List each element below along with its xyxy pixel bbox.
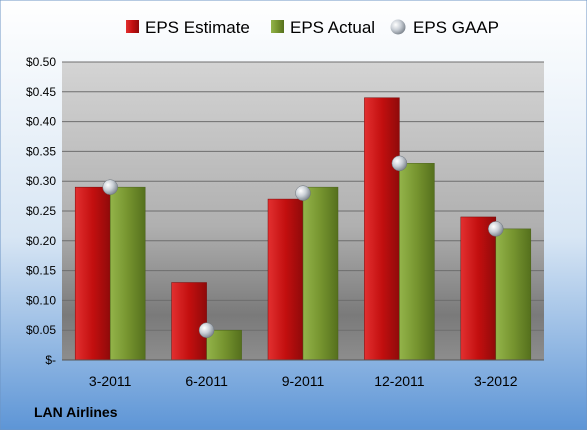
x-tick-label: 3-2012 xyxy=(474,373,518,389)
y-tick-label: $0.35 xyxy=(26,144,56,158)
company-label: LAN Airlines xyxy=(34,404,118,420)
bar-eps-estimate xyxy=(364,97,400,361)
legend: EPS Estimate EPS Actual EPS GAAP xyxy=(126,18,499,37)
y-tick-label: $0.10 xyxy=(26,293,56,307)
marker-eps-gaap xyxy=(391,155,408,172)
y-tick-label: $0.30 xyxy=(26,174,56,188)
legend-swatch-estimate xyxy=(126,20,139,33)
marker-eps-gaap xyxy=(198,322,215,338)
x-tick-label: 3-2011 xyxy=(89,373,132,389)
bar-eps-estimate xyxy=(171,282,207,361)
gaap-markers xyxy=(102,155,504,338)
legend-item-estimate: EPS Estimate xyxy=(126,18,250,37)
x-axis-ticks: 3-2011 6-2011 9-2011 12-2011 3-2012 xyxy=(89,373,518,389)
legend-item-gaap: EPS GAAP xyxy=(390,18,499,37)
legend-label-estimate: EPS Estimate xyxy=(145,18,250,37)
bar-eps-estimate xyxy=(74,186,111,361)
y-tick-label: $0.40 xyxy=(26,115,56,129)
marker-eps-gaap xyxy=(295,185,311,201)
legend-label-actual: EPS Actual xyxy=(290,18,375,37)
y-axis-ticks: $- $0.05 $0.10 $0.15 $0.20 $0.25 $0.30 $0.35 $0.… xyxy=(26,55,56,367)
bar-eps-actual xyxy=(399,163,435,361)
legend-swatch-actual xyxy=(271,20,284,33)
y-tick-label: $0.45 xyxy=(26,85,56,99)
bar-eps-estimate xyxy=(460,216,497,361)
bars xyxy=(74,97,532,361)
x-tick-label: 9-2011 xyxy=(282,373,325,389)
x-tick-label: 6-2011 xyxy=(185,373,228,389)
y-tick-label: $0.25 xyxy=(26,204,56,218)
legend-label-gaap: EPS GAAP xyxy=(413,18,499,37)
marker-eps-gaap xyxy=(102,179,118,195)
bar-eps-actual xyxy=(109,186,146,361)
y-tick-label: $- xyxy=(45,353,56,367)
y-tick-label: $0.15 xyxy=(26,264,56,278)
legend-swatch-gaap xyxy=(390,19,406,35)
y-tick-label: $0.20 xyxy=(26,234,56,248)
bar-eps-estimate xyxy=(267,198,304,361)
x-tick-label: 12-2011 xyxy=(374,373,425,389)
legend-item-actual: EPS Actual xyxy=(271,18,375,37)
y-tick-label: $0.05 xyxy=(26,323,56,337)
y-tick-label: $0.50 xyxy=(26,55,56,69)
bar-eps-actual xyxy=(302,186,339,361)
marker-eps-gaap xyxy=(488,221,504,237)
bar-eps-actual xyxy=(495,228,532,361)
